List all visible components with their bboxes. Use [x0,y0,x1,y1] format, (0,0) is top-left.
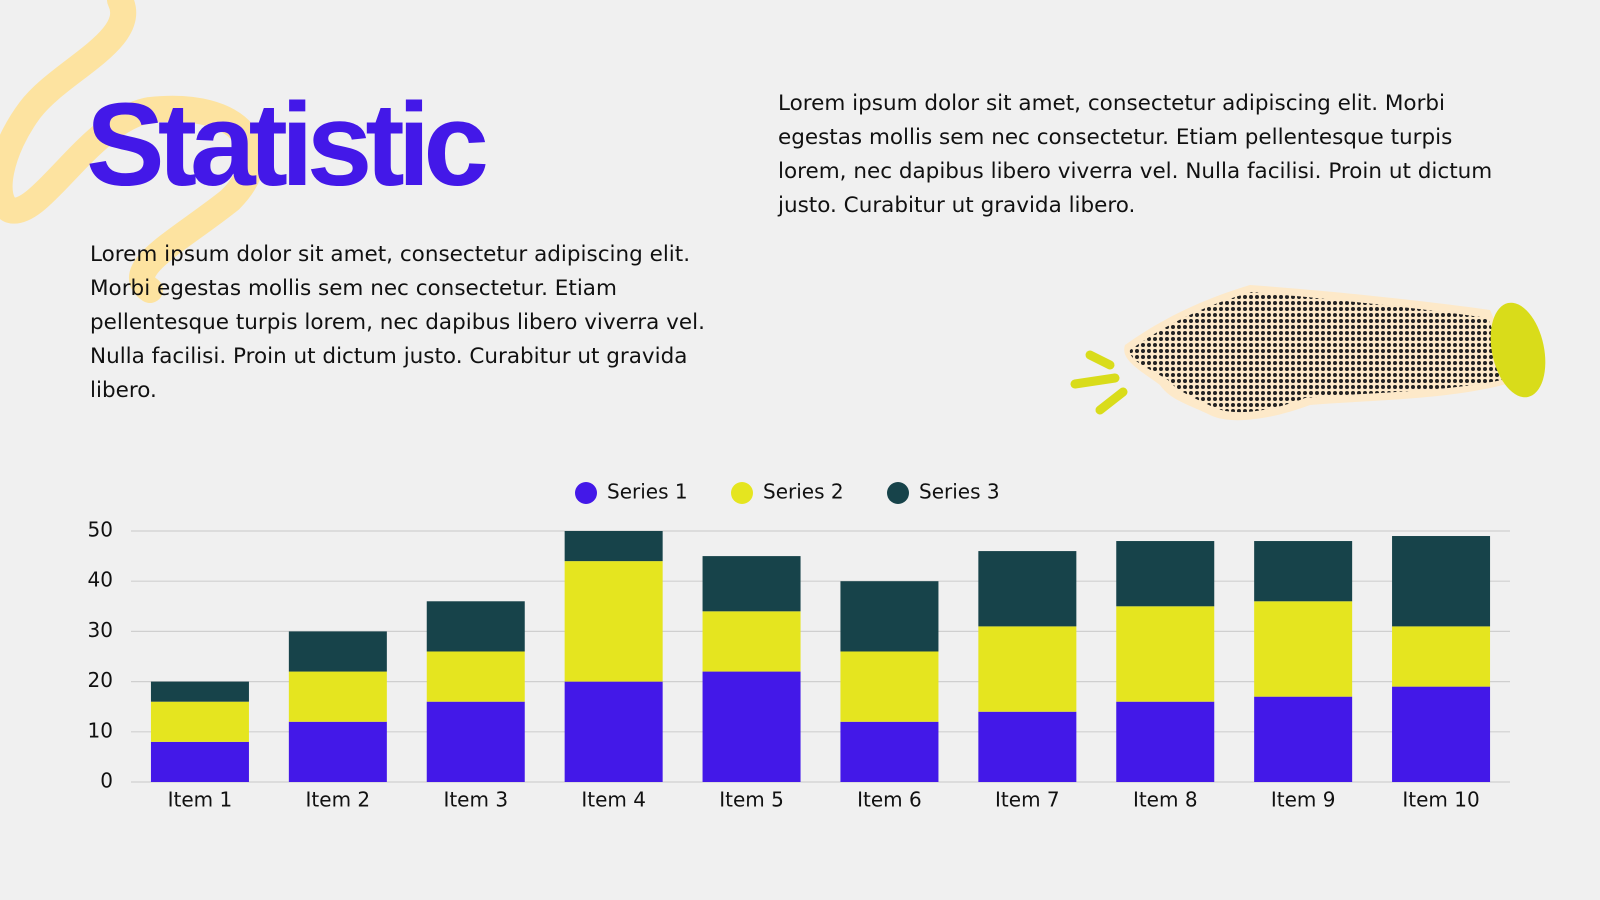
paragraph: Lorem ipsum dolor sit amet, consectetur … [778,91,1493,218]
bar-segment [426,701,525,782]
bar-segment [1392,626,1491,687]
bar-segment [702,671,801,782]
bar-segment [288,671,387,722]
bar-segment [288,721,387,782]
legend-marker [731,482,753,504]
bar-segment [1116,606,1215,702]
legend-marker [575,482,597,504]
bar-segment [564,561,663,682]
x-tick-label: Item 9 [1271,788,1336,812]
bar-segment [978,626,1077,712]
legend-label: Series 2 [763,480,844,504]
bar-segment [1254,601,1353,697]
y-tick-label: 40 [88,568,113,592]
x-tick-label: Item 6 [857,788,922,812]
bar-segment [564,681,663,782]
bar-segment [288,631,387,672]
bar-segment [840,581,939,652]
bar-segment [840,651,939,722]
legend-label: Series 3 [919,480,1000,504]
bar-segment [978,551,1077,627]
y-tick-label: 10 [88,718,113,742]
bar-segment [426,651,525,702]
pointing-hand [1070,285,1546,421]
x-tick-label: Item 10 [1402,788,1479,812]
bar-segment [150,701,249,742]
bar-segment [1116,541,1215,607]
bar-segment [1254,696,1353,782]
y-tick-label: 50 [88,518,113,542]
x-tick-label: Item 7 [995,788,1060,812]
paragraph: Lorem ipsum dolor sit amet, consectetur … [90,242,705,403]
decoration [0,0,265,303]
bar-segment [1392,536,1491,627]
x-tick-label: Item 5 [719,788,784,812]
x-tick-label: Item 8 [1133,788,1198,812]
bar-segment [702,611,801,672]
bar-segment [1254,541,1353,602]
legend-marker [887,482,909,504]
x-tick-label: Item 4 [581,788,646,812]
y-tick-label: 30 [88,618,113,642]
bar-segment [1392,686,1491,782]
bar-segment [702,556,801,612]
bar-segment [564,531,663,562]
bar-segment [1116,701,1215,782]
x-tick-label: Item 3 [443,788,508,812]
y-tick-label: 0 [100,769,113,793]
x-tick-label: Item 1 [168,788,233,812]
title: Statistic [86,79,489,211]
y-tick-label: 20 [88,668,113,692]
x-tick-label: Item 2 [306,788,371,812]
bar-segment [840,721,939,782]
bar-segment [978,711,1077,782]
bar-segment [150,681,249,702]
bar-segment [426,601,525,652]
legend-label: Series 1 [607,480,688,504]
bar-segment [150,741,249,782]
